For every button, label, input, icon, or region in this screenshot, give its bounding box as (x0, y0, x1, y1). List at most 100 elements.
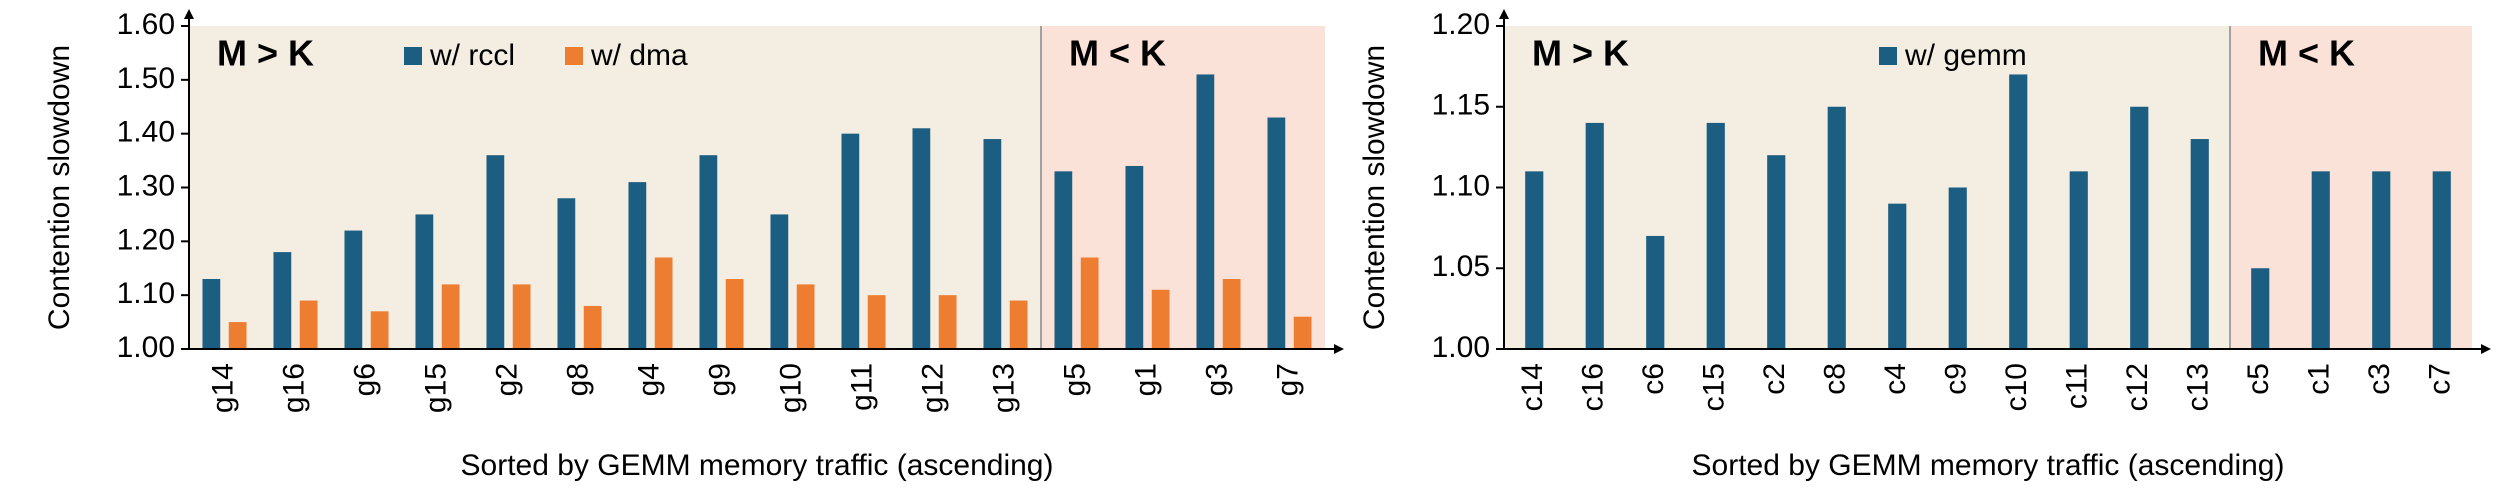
x-tick-label: g6 (348, 363, 381, 396)
bar (796, 284, 815, 349)
x-tick-label: c14 (1516, 363, 1549, 411)
legend-label: w/ dma (590, 39, 688, 72)
bar (1293, 316, 1312, 349)
x-tick-label: g5 (1058, 363, 1091, 396)
y-tick-label: 1.20 (117, 223, 175, 256)
x-tick-label: c9 (1940, 363, 1973, 395)
bar (1125, 165, 1144, 349)
region (1504, 26, 2230, 349)
x-tick-label: c5 (2242, 363, 2275, 395)
x-tick-label: g15 (419, 363, 452, 413)
x-tick-label: c3 (2363, 363, 2396, 395)
bar (1267, 117, 1286, 350)
x-tick-label: g8 (561, 363, 594, 396)
bar (512, 284, 531, 349)
bar (486, 155, 505, 349)
y-tick-label: 1.00 (117, 331, 175, 364)
x-axis-title: Sorted by GEMM memory traffic (ascending… (461, 449, 1054, 482)
bar (628, 182, 647, 349)
x-tick-label: c13 (2182, 363, 2215, 411)
region (189, 26, 1041, 349)
bar (1009, 300, 1028, 349)
region-label: M > K (217, 33, 314, 74)
bar (1646, 235, 1665, 349)
x-tick-label: c16 (1577, 363, 1610, 411)
legend-label: w/ gemm (1904, 39, 2027, 72)
bar (202, 279, 221, 349)
bar (938, 295, 957, 349)
bar (1706, 122, 1725, 350)
y-axis-title: Contention slowdown (1358, 45, 1391, 330)
x-tick-label: g3 (1200, 363, 1233, 396)
bar (912, 128, 931, 349)
bar (2311, 171, 2330, 349)
bar (2069, 171, 2088, 349)
bar (557, 198, 576, 349)
bar (2130, 106, 2149, 349)
bar (370, 311, 389, 349)
bar (2190, 139, 2209, 349)
x-tick-label: c6 (1637, 363, 1670, 395)
y-axis-title: Contention slowdown (43, 45, 76, 330)
x-tick-label: c4 (1879, 363, 1912, 395)
x-tick-label: g12 (916, 363, 949, 413)
x-tick-label: g2 (490, 363, 523, 396)
y-tick-label: 1.20 (1432, 8, 1490, 41)
bar (1054, 171, 1073, 349)
x-tick-label: g11 (845, 363, 878, 411)
y-tick-label: 1.30 (117, 169, 175, 202)
x-tick-label: c11 (2061, 363, 2094, 409)
region-label: M < K (2258, 33, 2355, 74)
bar (983, 139, 1002, 349)
bar (1196, 74, 1215, 349)
y-tick-label: 1.10 (1432, 169, 1490, 202)
bar (2372, 171, 2391, 349)
x-tick-label: c2 (1758, 363, 1791, 395)
bar (1767, 155, 1786, 349)
bar (273, 252, 292, 349)
bar (2251, 268, 2270, 349)
bar (1827, 106, 1846, 349)
region-label: M > K (1532, 33, 1629, 74)
bar (770, 214, 789, 349)
x-tick-label: g14 (206, 363, 239, 413)
bar (654, 257, 673, 349)
region (2230, 26, 2472, 349)
x-tick-label: g9 (703, 363, 736, 396)
x-tick-label: g4 (632, 363, 665, 396)
x-tick-label: g10 (774, 363, 807, 413)
chart-panel: M > K M < K 1.00 1.10 1.20 1.30 1.40 1.50 1.60 g1… (43, 8, 1344, 482)
bar (1948, 187, 1967, 349)
x-tick-label: g1 (1129, 363, 1162, 396)
x-tick-label: c15 (1698, 363, 1731, 411)
y-tick-label: 1.00 (1432, 331, 1490, 364)
bar (299, 300, 318, 349)
region-label: M < K (1069, 33, 1166, 74)
x-tick-label: c10 (2000, 363, 2033, 411)
bar (1585, 122, 1604, 350)
bar (441, 284, 460, 349)
legend-swatch (565, 47, 583, 65)
bar (1151, 289, 1170, 349)
chart-panel: M > K M < K 1.00 1.05 1.10 1.15 1.20 c14 c16 c6 c1… (1358, 8, 2491, 482)
x-tick-label: g7 (1271, 363, 1304, 396)
bar (1525, 171, 1544, 349)
legend-swatch (1879, 47, 1897, 65)
x-tick-label: c1 (2303, 363, 2336, 395)
y-tick-label: 1.60 (117, 8, 175, 41)
y-tick-label: 1.05 (1432, 250, 1490, 283)
x-tick-label: g13 (987, 363, 1020, 413)
y-tick-label: 1.10 (117, 277, 175, 310)
legend-label: w/ rccl (429, 39, 515, 72)
legend-swatch (404, 47, 422, 65)
y-tick-label: 1.50 (117, 62, 175, 95)
x-tick-label: c7 (2424, 363, 2457, 395)
bar (344, 230, 363, 349)
bar (841, 133, 860, 349)
x-tick-label: c8 (1819, 363, 1852, 395)
y-tick-label: 1.15 (1432, 89, 1490, 122)
bar (228, 322, 247, 349)
x-tick-label: c12 (2121, 363, 2154, 411)
x-tick-label: g16 (277, 363, 310, 413)
